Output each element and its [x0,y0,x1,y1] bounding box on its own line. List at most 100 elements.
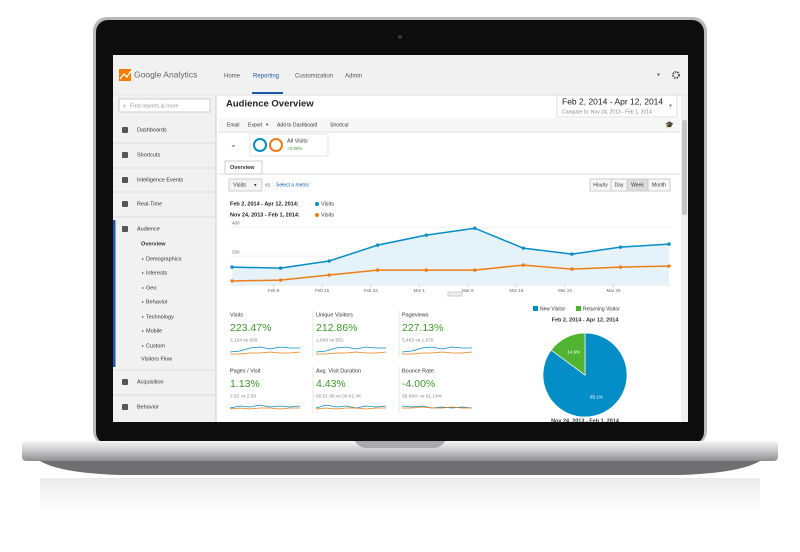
sidebar-item[interactable]: Interests [146,270,167,276]
metric-change: -4.00% [402,378,435,390]
sidebar-item[interactable]: Real-Time [137,201,162,207]
data-point [667,264,671,268]
metric-label: Avg. Visit Duration [316,368,361,374]
sidebar-item[interactable]: Mobile [146,328,162,334]
sidebar-item[interactable]: Technology [146,314,174,320]
search-box[interactable] [118,98,211,113]
series-line [231,227,670,269]
nav-icon [122,152,128,158]
education-icon[interactable]: 🎓 [665,121,674,129]
metric-change: 212.86% [316,322,357,334]
granularity-button[interactable] [647,178,671,192]
sidebar-item[interactable]: Overview [141,241,166,247]
sidebar-item[interactable]: Intelligence Events [137,177,183,183]
area-fill [232,228,669,285]
granularity-label: Day [615,182,624,188]
notch [355,441,445,448]
data-point [230,265,234,269]
sidebar-item[interactable]: Shortcuts [137,152,160,158]
nav-item[interactable]: Home [224,74,241,80]
data-point [473,226,477,230]
metric-select[interactable] [228,178,263,192]
sidebar-item[interactable]: Audience [137,226,160,232]
toolbar-item[interactable]: Shortcut [330,122,349,128]
sidebar-item[interactable]: Acquisition [137,379,164,385]
nav-icon [122,226,128,232]
expand-arrow: ▸ [142,343,144,348]
data-point [521,246,526,250]
toolbar-item[interactable]: Add to Dashboard [277,122,318,128]
toolbar-caret: ▾ [266,122,269,127]
x-tick-label: Feb 22 [364,288,379,293]
legend-label: New Visitor [540,306,566,312]
toolbar-item[interactable]: Email [227,122,240,128]
series-line [231,264,670,282]
x-tick-label: Mar 29 [607,288,622,293]
product-name: Google Analytics [134,69,197,79]
nav-item[interactable]: Admin [345,74,362,80]
audience-active-bar [113,220,116,367]
sidebar-item[interactable]: Demographics [146,256,182,262]
sidebar-item[interactable]: Dashboards [137,127,167,133]
search-icon: ⌕ [123,103,126,109]
x-tick-label: Feb 15 [315,288,330,293]
sidebar-item[interactable]: Behavior [146,299,168,305]
scroll-thumb[interactable] [682,120,687,215]
legend-range: Nov 24, 2013 - Feb 1, 2014: [230,212,300,218]
nav-item[interactable]: Customization [295,74,333,80]
legend-name: Visits [321,201,334,207]
reflection [40,478,760,528]
overview-tab[interactable] [224,160,263,175]
scrollbar[interactable] [681,96,688,422]
overview-tab-label: Overview [230,165,255,171]
data-point [473,268,477,272]
nav-item[interactable]: Reporting [253,74,279,80]
report-title: Audience Overview [226,99,314,110]
expand-arrow: ▸ [142,299,144,304]
account-caret[interactable]: ▾ [657,73,660,79]
granularity-label: Week [631,182,644,188]
date-caret: ▾ [669,104,672,110]
legend-dot [315,213,319,217]
data-point [424,268,428,272]
nav-active-underline [252,92,283,94]
x-tick-label: Mar 1 [414,288,426,293]
expand-arrow: ▸ [142,314,144,319]
date-picker[interactable] [556,94,678,118]
segment-card[interactable] [249,133,329,157]
x-tick-label: Mar 22 [558,288,573,293]
slice-label: 14.9% [567,350,580,355]
segment-change: +0.00% [287,146,302,151]
segment-toggle[interactable]: ⌄ [230,140,237,149]
legend-swatch [533,306,538,311]
metric-label: Unique Visitors [316,312,353,318]
pie-slice [550,332,586,376]
sidebar-item[interactable]: Custom [146,343,165,349]
chart-resize-handle[interactable] [447,291,463,297]
settings-icon[interactable] [672,71,680,79]
search-placeholder: Find reports & more [130,103,179,109]
toolbar [218,118,680,132]
base-edge [40,461,760,475]
toolbar-item[interactable]: Export [248,122,263,128]
pie-slice [542,332,628,418]
screen: Google Analytics ▾ ⌕ Find reports & more… [113,55,688,422]
metric-change: 1.13% [230,378,260,390]
y-tick-label: 200 [232,249,240,254]
data-point [521,263,526,267]
sidebar-item[interactable]: Geo [146,285,156,291]
select-metric-link[interactable]: Select a metric [276,182,310,188]
legend-swatch [576,306,581,311]
expand-arrow: ▸ [142,285,144,290]
data-point [667,242,671,246]
pie-title: Feb 2, 2014 - Apr 12, 2014 [552,317,620,323]
expand-arrow: ▸ [142,270,144,275]
laptop-base [22,441,778,461]
nav-icon [122,201,128,207]
metric-change: 227.13% [402,322,443,334]
data-point [278,278,283,282]
sidebar-item[interactable]: Behavior [137,404,159,410]
sidebar-item[interactable]: Visitors Flow [141,356,172,362]
metric-label: Pageviews [402,312,429,318]
